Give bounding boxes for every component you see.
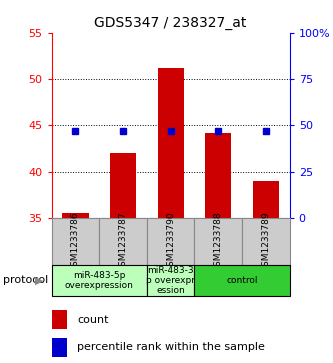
Bar bbox=[194, 218, 242, 265]
Bar bbox=[110, 153, 136, 218]
Bar bbox=[52, 310, 67, 330]
Text: GSM1233789: GSM1233789 bbox=[261, 211, 270, 272]
Text: count: count bbox=[77, 315, 109, 325]
Bar bbox=[253, 181, 279, 218]
Title: GDS5347 / 238327_at: GDS5347 / 238327_at bbox=[95, 16, 247, 30]
Text: GSM1233788: GSM1233788 bbox=[214, 211, 223, 272]
Bar bbox=[242, 218, 290, 265]
Text: GSM1233786: GSM1233786 bbox=[71, 211, 80, 272]
Bar bbox=[52, 265, 147, 296]
Bar bbox=[52, 338, 67, 356]
Text: GSM1233790: GSM1233790 bbox=[166, 211, 175, 272]
Text: miR-483-3
p overexpr
ession: miR-483-3 p overexpr ession bbox=[146, 265, 195, 295]
Text: protocol: protocol bbox=[3, 276, 49, 285]
Bar bbox=[205, 132, 231, 218]
Bar bbox=[158, 68, 184, 218]
Text: ▶: ▶ bbox=[35, 276, 44, 285]
Bar bbox=[147, 218, 194, 265]
Text: percentile rank within the sample: percentile rank within the sample bbox=[77, 342, 265, 352]
Text: control: control bbox=[226, 276, 258, 285]
Bar bbox=[62, 213, 89, 218]
Text: GSM1233787: GSM1233787 bbox=[119, 211, 128, 272]
Bar bbox=[147, 265, 194, 296]
Bar bbox=[194, 265, 290, 296]
Bar bbox=[99, 218, 147, 265]
Text: miR-483-5p
overexpression: miR-483-5p overexpression bbox=[65, 271, 134, 290]
Bar bbox=[52, 218, 99, 265]
